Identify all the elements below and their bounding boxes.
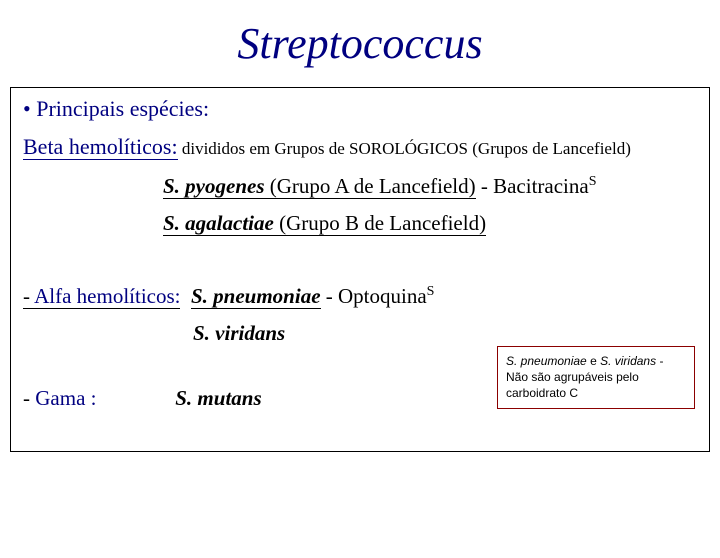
- alfa-hemolytic-line: - Alfa hemolíticos: S. pneumoniae - Opto…: [23, 284, 697, 309]
- pyogenes-sup: S: [589, 174, 597, 189]
- note-mid: e: [587, 354, 600, 368]
- note-box: S. pneumoniae e S. viridans - Não são ag…: [497, 346, 695, 409]
- alfa-dash: -: [23, 284, 34, 309]
- agalactiae-name: S. agalactiae: [163, 211, 274, 236]
- pyogenes-name: S. pyogenes: [163, 174, 265, 199]
- mutans-name: S. mutans: [175, 386, 261, 410]
- viridans-line: S. viridans: [193, 321, 697, 346]
- note-species-2: S. viridans: [600, 354, 656, 368]
- beta-hemolytic-line: Beta hemolíticos: divididos em Grupos de…: [23, 134, 697, 160]
- gama-label: Gama: [35, 386, 85, 410]
- species-header: • Principais espécies:: [23, 96, 697, 122]
- agalactiae-group: (Grupo B de Lancefield): [274, 211, 486, 236]
- agalactiae-line: S. agalactiae (Grupo B de Lancefield): [163, 211, 697, 236]
- content-container: • Principais espécies: Beta hemolíticos:…: [10, 87, 710, 452]
- pyogenes-group: (Grupo A de Lancefield): [265, 174, 476, 199]
- alfa-sup: S: [427, 284, 435, 299]
- pyogenes-line: S. pyogenes (Grupo A de Lancefield) - Ba…: [163, 174, 697, 199]
- page-title: Streptococcus: [0, 18, 720, 69]
- alfa-label: Alfa hemolíticos:: [34, 284, 180, 309]
- viridans-name: S. viridans: [193, 321, 285, 345]
- gama-colon: :: [85, 386, 96, 410]
- alfa-trail: - Optoquina: [321, 284, 427, 308]
- beta-label: Beta hemolíticos:: [23, 134, 178, 160]
- pyogenes-trail: - Bacitracina: [476, 174, 589, 198]
- beta-description: divididos em Grupos de SOROLÓGICOS (Grup…: [178, 139, 631, 158]
- gama-dash: -: [23, 386, 35, 410]
- pneumoniae-name: S. pneumoniae: [191, 284, 321, 309]
- note-species-1: S. pneumoniae: [506, 354, 587, 368]
